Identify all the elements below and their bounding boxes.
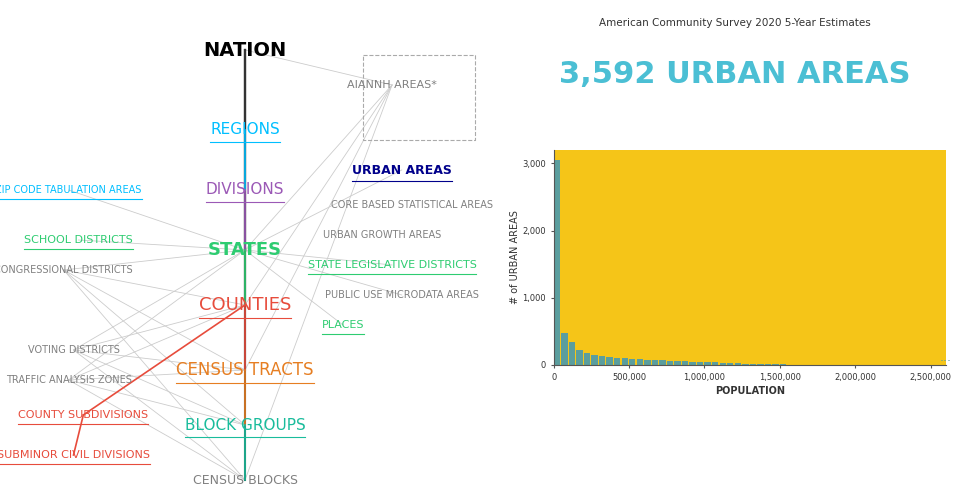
Text: URBAN GROWTH AREAS: URBAN GROWTH AREAS: [323, 230, 441, 240]
Bar: [674, 361, 681, 365]
X-axis label: POPULATION: POPULATION: [714, 386, 785, 396]
Bar: [607, 357, 612, 365]
Bar: [568, 342, 575, 365]
Text: COUNTIES: COUNTIES: [199, 296, 291, 314]
Text: URBAN AREAS: URBAN AREAS: [352, 164, 452, 176]
Bar: [621, 358, 628, 365]
Bar: [614, 358, 620, 365]
Text: VOTING DISTRICTS: VOTING DISTRICTS: [27, 345, 120, 355]
Bar: [697, 362, 704, 365]
Bar: [712, 362, 718, 365]
Text: STATES: STATES: [208, 241, 282, 259]
Bar: [742, 364, 749, 365]
Text: ...: ...: [940, 352, 952, 364]
Text: CENSUS BLOCKS: CENSUS BLOCKS: [192, 474, 298, 486]
Text: COUNTY SUBDIVISIONS: COUNTY SUBDIVISIONS: [19, 410, 148, 420]
Bar: [764, 364, 771, 365]
Bar: [637, 360, 643, 365]
Bar: [750, 364, 757, 365]
Bar: [591, 354, 598, 365]
Bar: [705, 362, 710, 365]
Bar: [644, 360, 651, 365]
Text: SCHOOL DISTRICTS: SCHOOL DISTRICTS: [24, 235, 132, 245]
Text: PUBLIC USE MICRODATA AREAS: PUBLIC USE MICRODATA AREAS: [324, 290, 479, 300]
Text: BLOCK GROUPS: BLOCK GROUPS: [184, 418, 306, 432]
Text: 3,592 URBAN AREAS: 3,592 URBAN AREAS: [560, 60, 910, 89]
Bar: [727, 363, 733, 365]
Bar: [758, 364, 763, 365]
Text: CORE BASED STATISTICAL AREAS: CORE BASED STATISTICAL AREAS: [330, 200, 493, 210]
Bar: [689, 362, 696, 365]
Bar: [735, 364, 741, 365]
Text: STATE LEGISLATIVE DISTRICTS: STATE LEGISLATIVE DISTRICTS: [308, 260, 476, 270]
Text: NATION: NATION: [204, 40, 286, 60]
Bar: [666, 361, 673, 365]
Y-axis label: # of URBAN AREAS: # of URBAN AREAS: [510, 210, 519, 304]
Bar: [576, 350, 583, 365]
Bar: [562, 333, 567, 365]
Bar: [719, 362, 726, 365]
Text: ZIP CODE TABULATION AREAS: ZIP CODE TABULATION AREAS: [0, 185, 142, 195]
Text: REGIONS: REGIONS: [210, 122, 280, 138]
Text: PLACES: PLACES: [321, 320, 365, 330]
Text: CONGRESSIONAL DISTRICTS: CONGRESSIONAL DISTRICTS: [0, 265, 133, 275]
Text: DIVISIONS: DIVISIONS: [206, 182, 284, 198]
Text: CENSUS TRACTS: CENSUS TRACTS: [176, 361, 314, 379]
Text: AIANNH AREAS*: AIANNH AREAS*: [347, 80, 437, 90]
Bar: [599, 356, 606, 365]
Bar: [629, 359, 635, 365]
Bar: [772, 364, 779, 365]
Bar: [584, 353, 590, 365]
Text: SUBMINOR CIVIL DIVISIONS: SUBMINOR CIVIL DIVISIONS: [0, 450, 150, 460]
Text: TRAFFIC ANALYSIS ZONES: TRAFFIC ANALYSIS ZONES: [6, 375, 131, 385]
Bar: [554, 160, 561, 365]
Bar: [682, 362, 688, 365]
Bar: [652, 360, 659, 365]
Text: American Community Survey 2020 5-Year Estimates: American Community Survey 2020 5-Year Es…: [599, 18, 871, 28]
Bar: [780, 364, 786, 365]
Bar: [660, 360, 665, 365]
